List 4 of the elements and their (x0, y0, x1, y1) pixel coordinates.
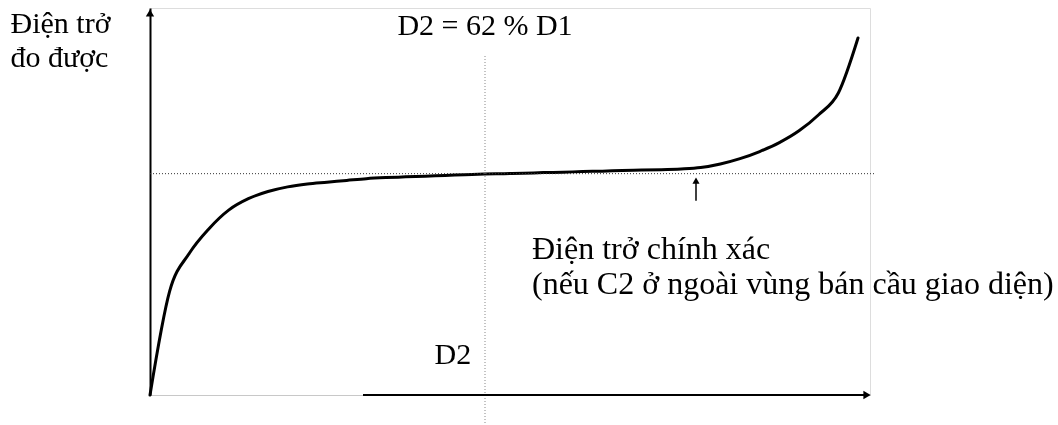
y-axis-title: Điện trở đo được (10, 5, 112, 73)
ref-line-label: Điện trở chính xác (nếu C2 ở ngoài vùng bán cầu giao diện) (532, 229, 1054, 301)
annotation: D2 = 62 % D1 (397, 8, 573, 41)
x-axis-title: D2 (434, 336, 472, 370)
